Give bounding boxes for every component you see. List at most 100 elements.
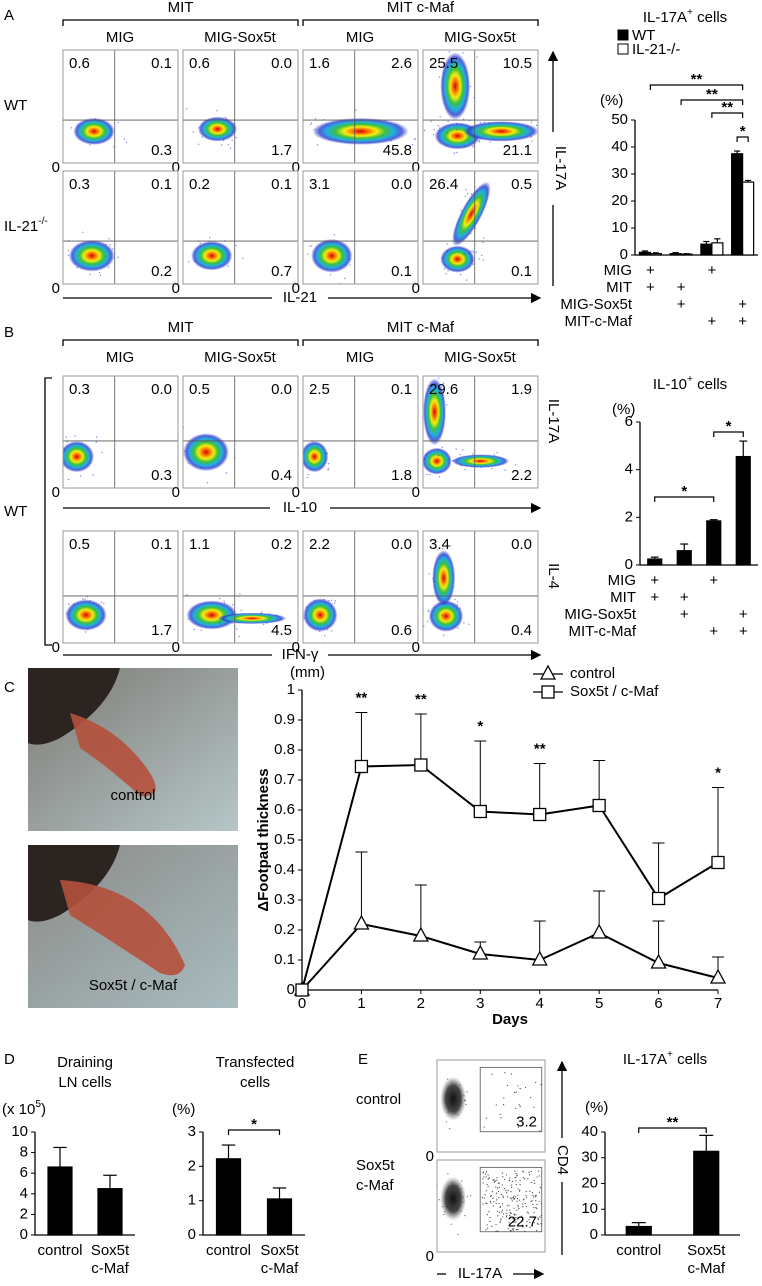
event-dot (516, 1209, 518, 1211)
significance-bracket (713, 431, 744, 437)
event-dot (107, 266, 110, 268)
event-dot (411, 144, 414, 146)
plot-frame (182, 170, 299, 285)
plot-frame (302, 170, 419, 285)
marker (591, 923, 608, 939)
y-tick-label: 0 (620, 246, 628, 263)
legend-label: IL-21-/- (632, 41, 680, 58)
chart-title: cells (240, 1074, 270, 1091)
column-label: MIG (106, 349, 134, 366)
event-dot (109, 244, 111, 246)
event-dot (502, 1213, 505, 1215)
event-dot (489, 1220, 491, 1223)
group-label: MIT c-Maf (387, 0, 455, 16)
event-dot (421, 465, 422, 466)
event-dot (526, 1220, 528, 1223)
y-tick-label: 0 (590, 1226, 598, 1243)
event-dot (515, 464, 517, 466)
event-dot (187, 261, 190, 263)
event-dot (535, 124, 538, 127)
unit-label: (%) (172, 1101, 195, 1118)
event-dot (515, 1183, 517, 1186)
event-dot (511, 1200, 513, 1202)
event-dot (70, 127, 73, 129)
event-dot (514, 1220, 516, 1222)
marker (531, 950, 548, 966)
event-dot (512, 1218, 514, 1220)
plot-frame (436, 1159, 546, 1253)
flow-plot (437, 1160, 545, 1252)
origin-label: 0 (172, 639, 180, 656)
event-dot (311, 245, 313, 247)
event-dot (513, 1091, 516, 1094)
quadrant-value: 1.1 (189, 536, 210, 553)
photo-paw (70, 713, 156, 797)
event-dot (492, 1205, 494, 1207)
origin-label: 0 (292, 280, 300, 297)
event-dot (494, 1180, 496, 1182)
condition-label: MIG-Sox5t (560, 296, 633, 313)
y-tick-label: 40 (581, 1123, 598, 1140)
quadrant-value: 0.1 (391, 381, 412, 398)
category-label: control (616, 1242, 661, 1259)
axis-title: Days (492, 1011, 528, 1028)
event-dot (464, 195, 467, 198)
quadrant-value: 2.2 (511, 467, 532, 484)
legend-label: control (570, 665, 615, 682)
plot-frame (302, 49, 419, 164)
condition-mark: + (650, 572, 659, 589)
event-dot (537, 1218, 540, 1220)
density-blob (428, 600, 464, 632)
event-dot (533, 1217, 535, 1219)
event-dot (463, 145, 466, 148)
event-dot (496, 1210, 499, 1212)
event-dot (180, 253, 181, 254)
y-tick-label: 30 (611, 165, 628, 182)
significance-label: ** (534, 740, 546, 757)
event-dot (463, 622, 465, 624)
event-dot (95, 436, 98, 438)
column-label: MIG-Sox5t (204, 29, 277, 46)
bar (625, 1225, 652, 1236)
event-dot (515, 1214, 517, 1216)
condition-mark: + (646, 279, 655, 296)
marker (592, 798, 606, 813)
x-tick-label: 0 (298, 995, 306, 1012)
event-dot (442, 382, 445, 384)
density-blob (423, 447, 452, 475)
event-dot (442, 548, 444, 550)
event-dot (229, 147, 232, 149)
event-dot (499, 1221, 501, 1223)
density-blob (311, 238, 353, 273)
chart-title-part: cells (693, 376, 727, 393)
event-dot (532, 1196, 535, 1198)
y-tick-label: 0.8 (274, 741, 295, 758)
event-dot (502, 1216, 504, 1218)
event-dot (438, 1199, 440, 1201)
event-dot (535, 1200, 537, 1202)
significance-label: * (681, 483, 687, 500)
plot-frame (62, 49, 179, 164)
quadrant-value: 0.6 (391, 622, 412, 639)
quadrant-value: 3.1 (309, 176, 330, 193)
condition-mark: + (739, 623, 748, 640)
event-dot (509, 1211, 511, 1214)
chart-title: Draining (57, 1054, 113, 1071)
event-dot (537, 1170, 540, 1172)
event-dot (517, 1085, 519, 1087)
event-dot (538, 1191, 541, 1193)
condition-mark: + (646, 262, 655, 279)
event-dot (442, 634, 445, 636)
y-tick-label: 0 (20, 1226, 28, 1243)
unit-label-part: ) (41, 1101, 46, 1118)
event-dot (523, 1198, 525, 1200)
event-dot (235, 136, 237, 139)
plot-frame (62, 375, 179, 489)
quadrant-value: 26.4 (429, 176, 458, 193)
event-dot (501, 1203, 504, 1205)
density-blob (183, 433, 229, 472)
event-dot (462, 449, 464, 451)
y-tick-label: 1 (188, 1192, 196, 1209)
event-dot (61, 439, 62, 440)
row-bracket (44, 377, 52, 646)
